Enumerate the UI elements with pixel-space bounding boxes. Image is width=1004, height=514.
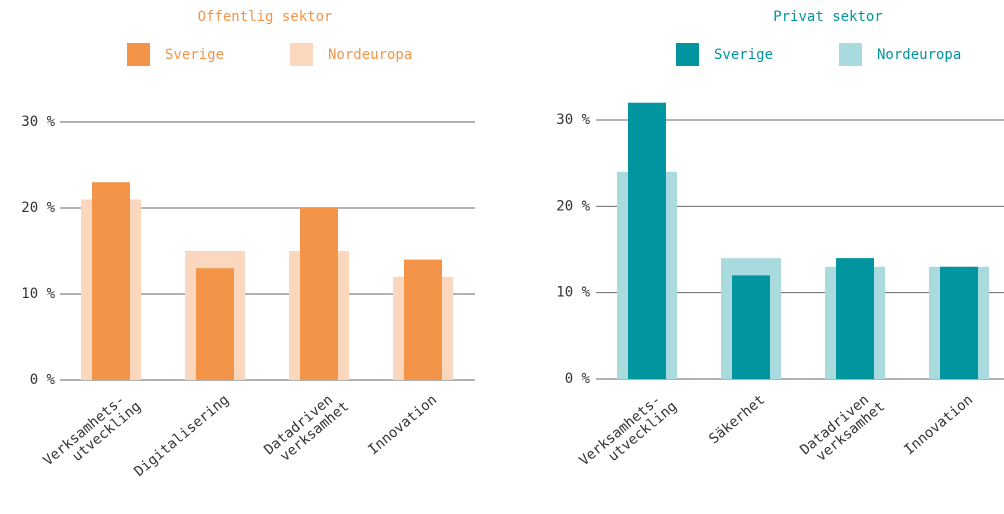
bar xyxy=(196,268,234,380)
legend-swatch xyxy=(676,43,699,66)
bar xyxy=(628,102,666,379)
legend-swatch xyxy=(839,43,862,66)
legend-label: Nordeuropa xyxy=(877,47,961,63)
x-tick-label: Säkerhet xyxy=(706,392,768,448)
legend-label: Sverige xyxy=(165,47,224,63)
y-tick-label: 30 % xyxy=(556,112,590,128)
x-tick-label: Digitalisering xyxy=(131,392,232,480)
bar xyxy=(300,208,338,380)
legend-swatch xyxy=(127,43,150,66)
x-tick-label-line: Digitalisering xyxy=(131,392,232,480)
bar xyxy=(404,259,442,380)
y-tick-label: 10 % xyxy=(21,286,55,302)
y-tick-label: 0 % xyxy=(30,372,56,388)
x-tick-label: Datadrivenverksamhet xyxy=(797,387,888,470)
legend-label: Sverige xyxy=(714,47,773,63)
y-tick-label: 30 % xyxy=(21,114,55,130)
legend-swatch xyxy=(290,43,313,66)
y-tick-label: 0 % xyxy=(565,371,591,387)
bar xyxy=(940,266,978,379)
x-tick-label-line: Säkerhet xyxy=(706,392,768,448)
x-tick-label: Datadrivenverksamhet xyxy=(261,387,352,470)
x-tick-label: Innovation xyxy=(901,392,976,458)
x-tick-label: Verksamhets-utveckling xyxy=(576,387,680,481)
x-tick-label: Verksamhets-utveckling xyxy=(40,387,144,481)
bar xyxy=(92,182,130,380)
y-tick-label: 20 % xyxy=(556,198,590,214)
legend-label: Nordeuropa xyxy=(328,47,412,63)
y-tick-label: 20 % xyxy=(21,200,55,216)
x-tick-label-line: Innovation xyxy=(901,392,976,458)
x-tick-label: Innovation xyxy=(365,392,440,458)
bar xyxy=(732,275,770,379)
bar xyxy=(836,258,874,379)
chart-title: Offentlig sektor xyxy=(198,9,333,25)
x-tick-label-line: Innovation xyxy=(365,392,440,458)
chart-title: Privat sektor xyxy=(773,9,883,25)
y-tick-label: 10 % xyxy=(556,285,590,301)
